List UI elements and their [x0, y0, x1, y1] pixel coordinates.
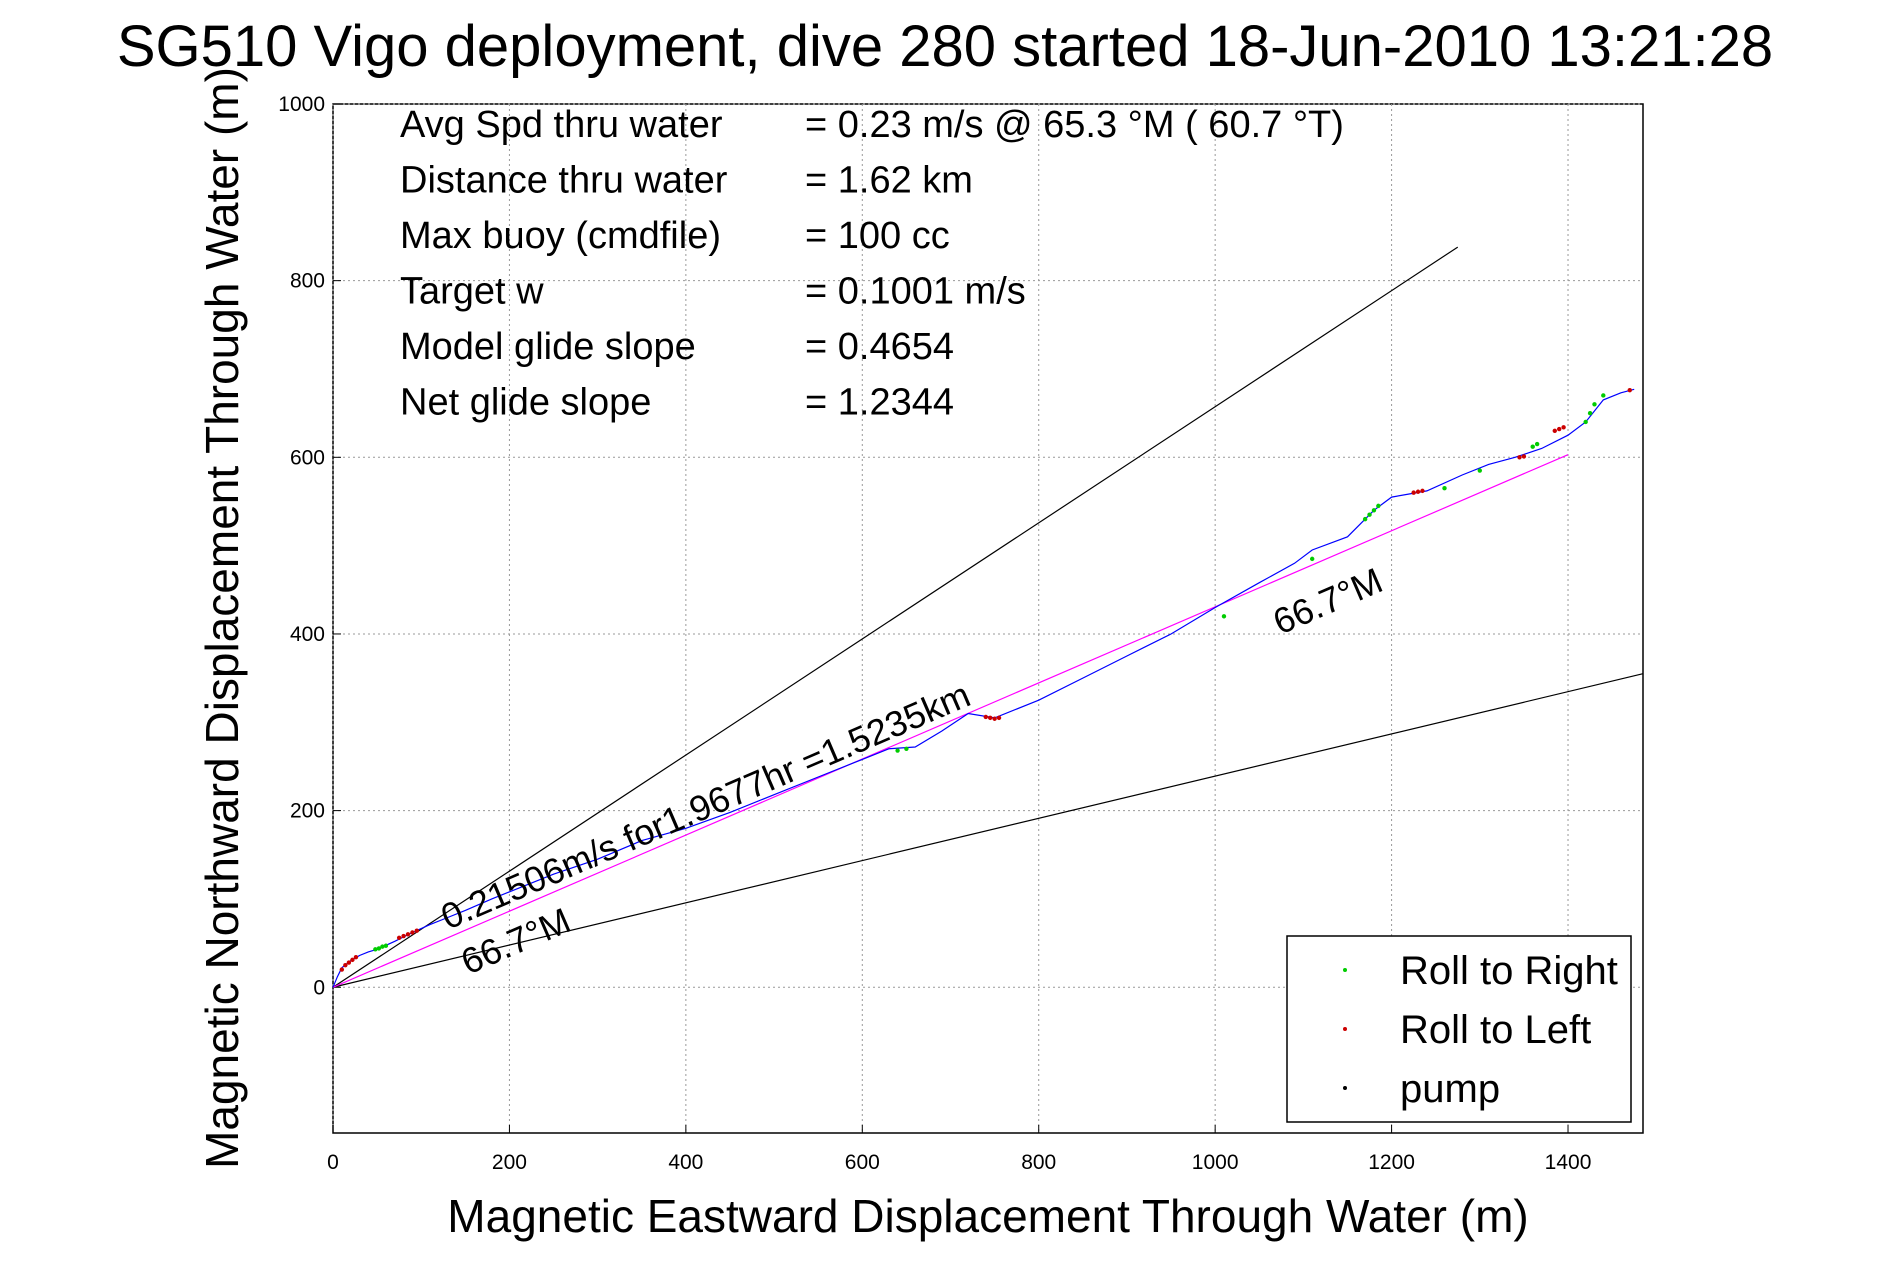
roll-to-right-point: [1534, 441, 1540, 447]
roll-to-left-point: [414, 928, 420, 933]
y-tick-label: 600: [290, 446, 325, 469]
stat-value: = 1.62 km: [805, 160, 973, 202]
roll-to-left-point: [1521, 454, 1527, 459]
roll-to-left-point: [343, 962, 348, 968]
roll-to-right-point: [1362, 516, 1368, 522]
y-tick-label: 400: [290, 623, 325, 646]
roll-to-right-point: [1592, 402, 1597, 407]
legend-marker-roll-to-left: [1343, 1027, 1347, 1031]
net-line: [332, 454, 1569, 988]
roll-to-left-point: [346, 960, 352, 965]
roll-to-left-point: [1552, 428, 1557, 434]
x-tick-label: 400: [668, 1151, 703, 1174]
roll-to-right-point: [376, 946, 382, 951]
legend-marker-pump: [1343, 1086, 1347, 1090]
roll-to-right-point: [383, 943, 389, 948]
climb-line: [332, 673, 1644, 988]
roll-to-right-point: [1442, 486, 1447, 491]
roll-to-right-point: [1221, 614, 1227, 619]
roll-to-right-point: [904, 746, 909, 751]
grid: [332, 103, 1643, 1133]
roll-to-left-point: [1420, 488, 1425, 494]
stat-label: Avg Spd thru water: [400, 104, 723, 146]
roll-to-left-point: [996, 715, 1002, 721]
x-tick-label: 1200: [1368, 1151, 1415, 1174]
roll-to-right-point: [1309, 556, 1315, 562]
x-tick-label: 1400: [1545, 1151, 1592, 1174]
roll-to-left-point: [1561, 425, 1566, 430]
legend-marker-roll-to-right: [1343, 968, 1347, 972]
x-tick-label: 800: [1021, 1151, 1056, 1174]
roll-to-left-point: [992, 716, 997, 721]
roll-to-left-point: [405, 932, 411, 937]
roll-to-left-point: [1411, 490, 1416, 495]
y-tick-label: 1000: [278, 93, 325, 116]
roll-to-right-point: [1477, 468, 1483, 473]
roll-to-right-point: [380, 944, 385, 949]
legend-label-roll-to-left: Roll to Left: [1400, 1008, 1591, 1052]
stat-label: Net glide slope: [400, 382, 651, 424]
roll-to-left-point: [988, 715, 993, 721]
roll-to-left-point: [353, 955, 359, 960]
roll-to-right-point: [895, 748, 900, 753]
roll-to-right-point: [1601, 393, 1606, 398]
roll-to-right-point: [1376, 503, 1381, 509]
stats-block: Avg Spd thru water = 0.23 m/s @ 65.3 °M (…: [400, 104, 1344, 424]
stat-label: Max buoy (cmdfile): [400, 215, 721, 257]
x-tick-label: 1000: [1192, 1151, 1239, 1174]
roll-to-left-point: [410, 930, 415, 935]
roll-to-left-point: [983, 714, 988, 720]
dive-line: [332, 246, 1459, 988]
y-tick-label: 200: [290, 800, 325, 823]
reference-lines: [332, 246, 1644, 988]
roll-to-left-point: [1415, 489, 1421, 494]
y-tick-label: 800: [290, 270, 325, 293]
roll-to-left-point: [1517, 455, 1522, 460]
x-tick-label: 200: [492, 1151, 527, 1174]
roll-to-right-point: [1587, 410, 1593, 416]
roll-to-left-point: [401, 933, 406, 939]
stat-label: Model glide slope: [400, 326, 696, 368]
roll-to-left-point: [396, 935, 402, 940]
roll-to-right-point: [1371, 508, 1377, 513]
stat-value: = 0.23 m/s @ 65.3 °M ( 60.7 °T): [805, 104, 1344, 146]
roll-to-right-point: [373, 947, 378, 952]
roll-to-right-point: [1367, 512, 1372, 517]
roll-to-left-point: [1556, 426, 1562, 432]
stat-value: = 100 cc: [805, 215, 950, 257]
stat-label: Distance thru water: [400, 160, 728, 202]
x-axis-label: Magnetic Eastward Displacement Through W…: [447, 1190, 1528, 1242]
roll-to-left-point: [1627, 387, 1632, 393]
axis-ticks: 0 200 400 600 800 1000 1200 1400 0 200 400 600 800 10…: [278, 93, 1591, 1174]
stat-value: = 0.1001 m/s: [805, 271, 1026, 313]
roll-points: [339, 387, 1632, 972]
legend: Roll to Right Roll to Left pump: [1286, 935, 1632, 1123]
x-tick-label: 0: [327, 1151, 339, 1174]
roll-to-left-point: [339, 967, 345, 972]
y-axis-label: Magnetic Northward Displacement Through …: [196, 67, 248, 1169]
y-tick-label: 0: [313, 976, 325, 999]
roll-to-right-point: [1530, 444, 1535, 449]
roll-to-left-point: [350, 957, 355, 963]
legend-label-pump: pump: [1400, 1067, 1500, 1111]
stat-value: = 0.4654: [805, 326, 954, 368]
chart-title: SG510 Vigo deployment, dive 280 started …: [117, 14, 1773, 79]
legend-label-roll-to-right: Roll to Right: [1400, 949, 1618, 993]
x-tick-label: 600: [845, 1151, 880, 1174]
stat-value: = 1.2344: [805, 382, 954, 424]
roll-to-right-point: [1583, 419, 1588, 425]
stat-label: Target w: [400, 271, 544, 313]
